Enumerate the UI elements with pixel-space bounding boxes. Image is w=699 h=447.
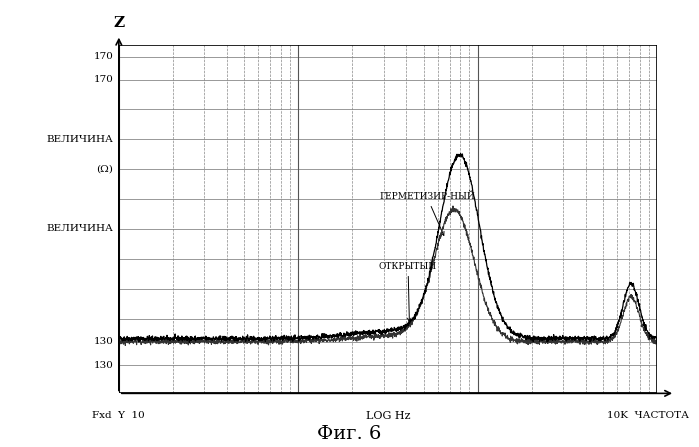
Text: ОТКРЫТЫЙ: ОТКРЫТЫЙ <box>379 262 437 322</box>
Text: 170: 170 <box>94 75 113 84</box>
Text: LOG Hz: LOG Hz <box>366 411 410 421</box>
Text: 170: 170 <box>94 52 113 61</box>
Text: (Ω): (Ω) <box>96 165 113 174</box>
Text: ВЕЛИЧИНА: ВЕЛИЧИНА <box>47 224 113 233</box>
Text: Z: Z <box>113 16 124 30</box>
Text: Fxd  Y  10: Fxd Y 10 <box>92 411 145 420</box>
Text: ВЕЛИЧИНА: ВЕЛИЧИНА <box>47 135 113 144</box>
Text: 10K  ЧАСТОТА: 10K ЧАСТОТА <box>607 411 689 420</box>
Text: 130: 130 <box>94 361 113 370</box>
Text: Фиг. 6: Фиг. 6 <box>317 425 382 443</box>
Text: ГЕРМЕТИЗИР-НЫЙ: ГЕРМЕТИЗИР-НЫЙ <box>379 192 475 236</box>
Text: 130: 130 <box>94 337 113 346</box>
